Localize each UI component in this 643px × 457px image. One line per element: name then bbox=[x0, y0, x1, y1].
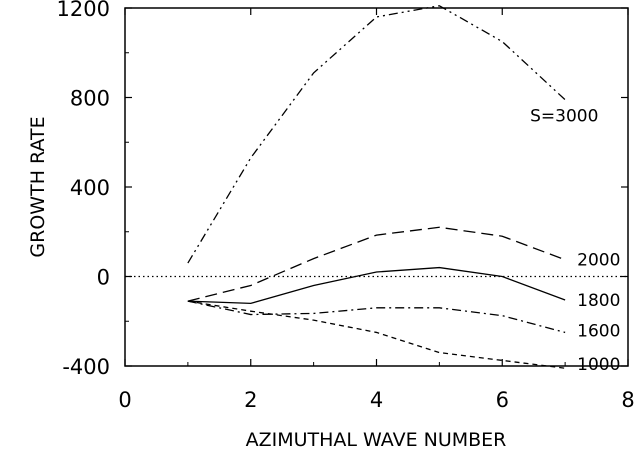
tick-labels: 0 2 4 6 8 1200 800 400 0 -400 bbox=[57, 0, 635, 412]
series-label: 1000 bbox=[577, 355, 620, 375]
series-line-1800 bbox=[187, 266, 566, 305]
y-tick-label: 1200 bbox=[57, 0, 110, 21]
series-label: 1800 bbox=[577, 291, 620, 311]
series-label: 1600 bbox=[577, 321, 620, 341]
series-line-1600 bbox=[187, 300, 566, 334]
y-axis-label: GROWTH RATE bbox=[27, 116, 49, 257]
x-tick-label: 0 bbox=[118, 388, 131, 412]
x-tick-label: 4 bbox=[370, 388, 383, 412]
plot-frame bbox=[124, 7, 629, 367]
x-tick-label: 8 bbox=[621, 388, 634, 412]
series-label: S=3000 bbox=[530, 107, 598, 127]
series-line-1000 bbox=[187, 300, 566, 369]
y-tick-label: 0 bbox=[97, 266, 110, 290]
y-tick-label: 800 bbox=[70, 87, 110, 111]
series-label: 2000 bbox=[577, 251, 620, 271]
axis-ticks bbox=[124, 7, 629, 367]
series-lines bbox=[187, 5, 566, 369]
x-tick-label: 2 bbox=[244, 388, 257, 412]
x-tick-label: 6 bbox=[496, 388, 509, 412]
y-tick-label: -400 bbox=[62, 355, 110, 379]
y-tick-label: 400 bbox=[70, 176, 110, 200]
series-line-s-3000 bbox=[187, 5, 566, 264]
x-axis-label: AZIMUTHAL WAVE NUMBER bbox=[246, 429, 507, 451]
series-line-2000 bbox=[187, 226, 566, 302]
series-labels: S=3000 2000 1800 1600 1000 bbox=[530, 107, 620, 375]
